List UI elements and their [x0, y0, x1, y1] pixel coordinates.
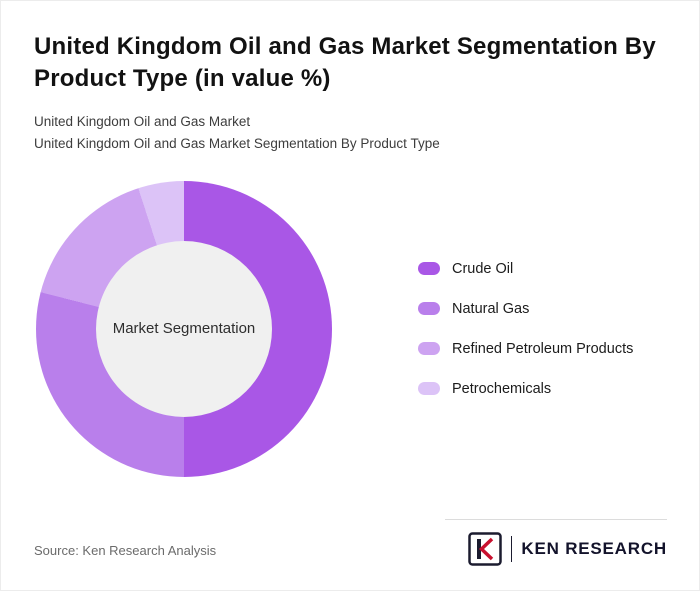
- donut-center-label: Market Segmentation: [112, 320, 256, 338]
- ken-research-emblem-icon: [468, 532, 502, 566]
- page-title: United Kingdom Oil and Gas Market Segmen…: [34, 33, 656, 92]
- legend-item: Refined Petroleum Products: [418, 341, 633, 357]
- legend-label: Petrochemicals: [452, 380, 552, 397]
- chart-subtitle-market: United Kingdom Oil and Gas Market: [34, 113, 251, 129]
- donut-center: Market Segmentation: [96, 240, 272, 417]
- chart-subtitle-segmentation: United Kingdom Oil and Gas Market Segmen…: [34, 135, 440, 151]
- legend-swatch: [418, 342, 440, 356]
- donut-chart-wrap: Market Segmentation: [36, 180, 332, 477]
- legend-swatch: [418, 302, 440, 316]
- legend-label: Crude Oil: [452, 260, 514, 277]
- logo-divider: [510, 536, 513, 562]
- brand-logo: KEN RESEARCH: [445, 519, 667, 566]
- donut-chart: Market Segmentation: [36, 180, 332, 477]
- legend-item: Petrochemicals: [418, 381, 633, 397]
- chart-area: Market Segmentation Crude Oil Natural Gas…: [36, 180, 699, 477]
- chart-legend: Crude Oil Natural Gas Refined Petroleum Pr…: [418, 261, 633, 397]
- subtitle-block: United Kingdom Oil and Gas Market United…: [34, 111, 666, 155]
- legend-label: Natural Gas: [452, 300, 530, 317]
- legend-swatch: [418, 262, 440, 276]
- legend-item: Crude Oil: [418, 261, 633, 277]
- legend-label: Refined Petroleum Products: [452, 340, 634, 357]
- legend-swatch: [418, 382, 440, 396]
- source-text: Source: Ken Research Analysis: [34, 543, 217, 558]
- legend-item: Natural Gas: [418, 301, 633, 317]
- brand-name: KEN RESEARCH: [521, 539, 667, 558]
